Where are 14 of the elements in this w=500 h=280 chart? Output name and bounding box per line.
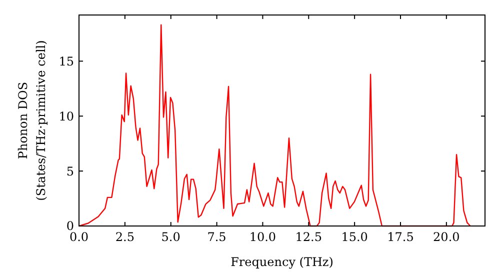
- line-series: [78, 24, 471, 227]
- y-tick-label: 5: [66, 164, 74, 178]
- x-axis-title: Frequency (THz): [230, 255, 334, 269]
- x-tick-label: 15.0: [341, 230, 368, 244]
- y-axis-title: Phonon DOS (States/THz·primitive cell): [16, 40, 48, 201]
- x-tick-label: 7.5: [207, 230, 226, 244]
- x-tick-label: 2.5: [115, 230, 134, 244]
- y-tick-label: 15: [58, 54, 74, 68]
- y-tick-label: 10: [58, 109, 74, 124]
- x-tick-label: 17.5: [387, 230, 414, 244]
- x-tick-label: 10.0: [249, 230, 276, 244]
- x-tick-label: 20.0: [433, 230, 460, 244]
- x-tick-label: 5.0: [161, 230, 180, 244]
- x-tick-label: 12.5: [295, 230, 322, 244]
